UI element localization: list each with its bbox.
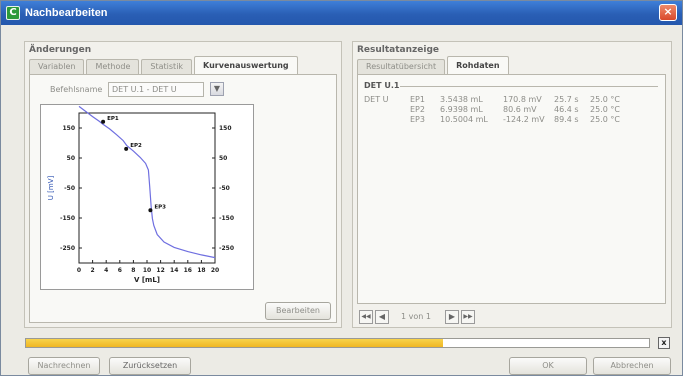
tab-methode[interactable]: Methode (86, 59, 140, 74)
command-name-select[interactable]: DET U.1 - DET U (108, 82, 204, 97)
chart-svg: 0 2 4 6 8 10 12 14 16 18 20 150 150 50 50 -50 -50 -150 -15… (47, 105, 234, 284)
results-panel: Resultatanzeige Resultatübersicht Rohdat… (352, 41, 672, 328)
x-tick-label: 16 (184, 267, 192, 274)
row-time: 46.4 s (554, 105, 579, 114)
x-tick-label: 6 (118, 267, 122, 274)
cancel-progress-icon[interactable]: x (658, 337, 670, 349)
y-tick-label-left: 50 (67, 155, 75, 162)
last-page-icon[interactable]: ▶▶ (461, 310, 475, 324)
x-tick-label: 8 (131, 267, 135, 274)
progress-bar (25, 338, 650, 348)
progress-fill (26, 339, 444, 347)
raw-data-content: DET U.1 DET U EP1 3.5438 mL 170.8 mV 25.… (357, 74, 666, 304)
edit-button[interactable]: Bearbeiten (265, 302, 331, 320)
x-tick-label: 18 (197, 267, 205, 274)
changes-panel-title: Änderungen (29, 45, 92, 55)
y-tick-label-right: -250 (219, 245, 234, 252)
recalculate-button[interactable]: Nachrechnen (28, 357, 100, 375)
y-tick-label-left: -50 (64, 185, 75, 192)
app-icon: C (6, 6, 20, 20)
x-tick-label: 14 (170, 267, 178, 274)
row-temp: 25.0 °C (590, 105, 620, 114)
row-time: 89.4 s (554, 115, 579, 124)
first-page-icon[interactable]: ◀◀ (359, 310, 373, 324)
y-tick-label-left: 150 (62, 125, 75, 132)
tab-rohdaten[interactable]: Rohdaten (447, 56, 509, 74)
x-tick-label: 20 (211, 267, 219, 274)
result-section-title: DET U.1 (364, 81, 400, 90)
results-tabs: Resultatübersicht Rohdaten (357, 56, 511, 74)
row-potential: -124.2 mV (503, 115, 545, 124)
row-volume: 3.5438 mL (440, 95, 483, 104)
close-button[interactable]: × (659, 4, 677, 21)
row-volume: 6.9398 mL (440, 105, 483, 114)
row-temp: 25.0 °C (590, 95, 620, 104)
row-time: 25.7 s (554, 95, 579, 104)
row-potential: 80.6 mV (503, 105, 537, 114)
ok-button[interactable]: OK (509, 357, 587, 375)
changes-panel: Änderungen Variablen Methode Statistik K… (24, 41, 342, 328)
row-ep: EP1 (410, 95, 425, 104)
y-tick-label-left: -150 (60, 215, 75, 222)
tab-kurvenauswertung[interactable]: Kurvenauswertung (194, 56, 298, 74)
endpoint-marker (124, 146, 129, 151)
cancel-button[interactable]: Abbrechen (593, 357, 671, 375)
row-ep: EP2 (410, 105, 425, 114)
endpoint-label: EP1 (107, 116, 119, 122)
y-tick-label-left: -250 (60, 245, 75, 252)
page-indicator: 1 von 1 (401, 312, 431, 321)
plot-frame (78, 112, 216, 264)
titration-curve (78, 105, 216, 259)
x-tick-label: 12 (156, 267, 164, 274)
row-potential: 170.8 mV (503, 95, 542, 104)
endpoint-marker (148, 208, 153, 213)
tab-variablen[interactable]: Variablen (29, 59, 85, 74)
y-axis-label: U [mV] (47, 176, 55, 201)
command-name-label: Befehlsname (50, 85, 103, 94)
x-axis-label: V [mL] (134, 276, 160, 284)
curve-tab-content: Befehlsname DET U.1 - DET U ▼ 0 2 4 6 8 10 12 1… (29, 74, 337, 323)
row-volume: 10.5004 mL (440, 115, 488, 124)
tab-resultatuebersicht[interactable]: Resultatübersicht (357, 59, 446, 74)
next-page-icon[interactable]: ▶ (445, 310, 459, 324)
row-ep: EP3 (410, 115, 425, 124)
chevron-down-icon[interactable]: ▼ (210, 82, 224, 96)
x-tick-label: 2 (91, 267, 95, 274)
endpoint-marker (101, 119, 106, 124)
endpoint-label: EP2 (130, 143, 142, 149)
result-group-label: DET U (364, 95, 389, 104)
y-tick-label-right: -50 (219, 185, 230, 192)
reset-button[interactable]: Zurücksetzen (109, 357, 191, 375)
prev-page-icon[interactable]: ◀ (375, 310, 389, 324)
endpoint-label: EP3 (154, 204, 166, 210)
x-tick-label: 4 (104, 267, 108, 274)
section-divider (400, 86, 658, 87)
y-tick-label-right: -150 (219, 215, 234, 222)
y-tick-label-right: 150 (219, 125, 232, 132)
x-tick-label: 0 (77, 267, 81, 274)
row-temp: 25.0 °C (590, 115, 620, 124)
changes-tabs: Variablen Methode Statistik Kurvenauswer… (29, 56, 300, 74)
titration-chart: 0 2 4 6 8 10 12 14 16 18 20 150 150 50 50 -50 -50 -150 -15… (40, 104, 254, 290)
y-tick-label-right: 50 (219, 155, 227, 162)
title-bar[interactable]: C Nachbearbeiten × (1, 1, 682, 25)
window-title: Nachbearbeiten (25, 7, 108, 19)
tab-statistik[interactable]: Statistik (141, 59, 193, 74)
results-panel-title: Resultatanzeige (357, 45, 440, 55)
x-tick-label: 10 (143, 267, 151, 274)
